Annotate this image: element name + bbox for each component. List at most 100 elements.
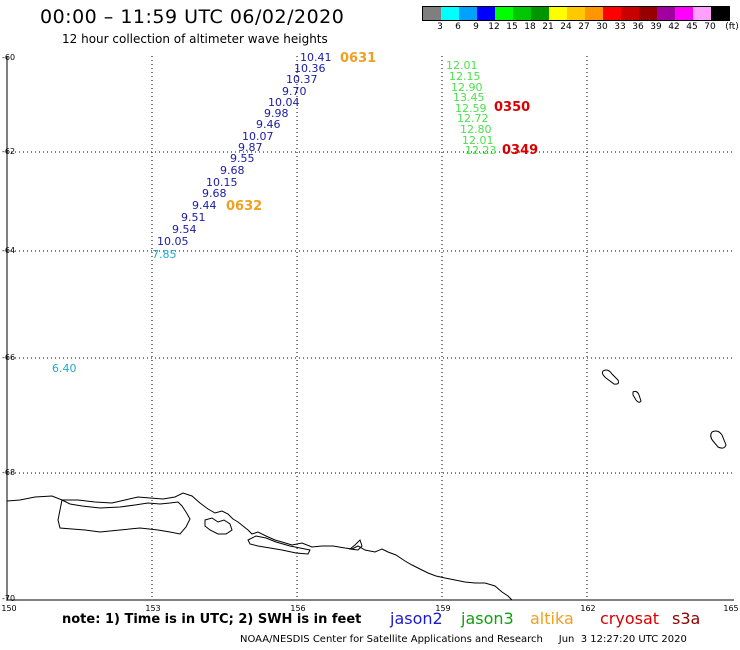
legend-unit: (ft)	[725, 22, 739, 32]
swh-value: 9.68	[202, 187, 227, 200]
lat-label-68: -68	[2, 468, 16, 477]
pass-time-label: 0350	[494, 100, 531, 115]
grid-lines	[7, 56, 734, 600]
legend-swatch	[675, 7, 693, 20]
lon-label-165: 165	[723, 604, 739, 613]
legend-label: 39	[650, 22, 662, 32]
legend-swatch	[621, 7, 639, 20]
swh-value: 9.54	[172, 223, 197, 236]
swh-value: 9.70	[282, 85, 307, 98]
swh-value: 9.87	[238, 141, 263, 154]
legend-swatch	[513, 7, 531, 20]
legend-swatch	[549, 7, 567, 20]
swh-value: 12.90	[451, 81, 483, 94]
swh-value: 9.44	[192, 199, 217, 212]
legend-label: 36	[632, 22, 644, 32]
swh-value: 12.80	[460, 123, 492, 136]
legend-swatch	[711, 7, 729, 20]
lat-label-64: -64	[2, 246, 16, 255]
legend-label: 18	[524, 22, 536, 32]
pass-time-label: 0631	[340, 51, 377, 66]
island-3	[710, 430, 727, 449]
satellite-key-jason3: jason3	[461, 609, 514, 628]
legend-swatch	[495, 7, 513, 20]
swh-value: 7.85	[152, 248, 177, 261]
legend-swatch	[603, 7, 621, 20]
wave-height-color-legend	[422, 6, 730, 21]
satellite-key-cryosat: cryosat	[600, 609, 660, 628]
legend-label: 9	[473, 22, 479, 32]
swh-value: 12.72	[457, 112, 489, 125]
map-title: 00:00 – 11:59 UTC 06/02/2020	[40, 6, 345, 28]
credits-footer: NOAA/NESDIS Center for Satellite Applica…	[240, 634, 687, 645]
lon-label-162: 162	[580, 604, 596, 613]
antarctic-coastline	[6, 492, 513, 601]
coastline-bay-1	[57, 499, 191, 535]
legend-swatch	[459, 7, 477, 20]
lat-label-70: -70	[2, 594, 16, 603]
swh-value: 13.45	[453, 91, 485, 104]
legend-label: 42	[668, 22, 680, 32]
swh-value: 10.04	[268, 96, 300, 109]
swh-value: 9.55	[230, 152, 255, 165]
map-subtitle: 12 hour collection of altimeter wave hei…	[62, 32, 328, 46]
legend-swatch	[477, 7, 495, 20]
swh-value: 12.01	[446, 59, 478, 72]
legend-label: 15	[506, 22, 518, 32]
legend-swatch	[693, 7, 711, 20]
pass-time-label: 0349	[502, 143, 539, 158]
satellite-key-altika: altika	[530, 609, 574, 628]
swh-value: 10.37	[286, 73, 318, 86]
legend-swatch	[585, 7, 603, 20]
legend-swatch	[639, 7, 657, 20]
swh-value: 9.98	[264, 107, 289, 120]
legend-swatch	[441, 7, 459, 20]
swh-value: 10.15	[206, 176, 238, 189]
legend-swatch	[657, 7, 675, 20]
coastline-bay-3	[247, 535, 311, 555]
swh-value: 10.05	[157, 235, 189, 248]
legend-swatch	[531, 7, 549, 20]
legend-labels: 3 6 9 12 15 18 21 24 27 30 33 36 39 42 45 70 (ft)	[422, 22, 740, 34]
island-1	[601, 369, 619, 385]
swh-value: 10.07	[242, 130, 274, 143]
coastline-bay-4	[348, 539, 363, 551]
swh-value: 10.36	[294, 62, 326, 75]
lat-label-60: -60	[2, 53, 16, 62]
swh-value: 12.15	[449, 70, 481, 83]
lon-label-156: 156	[290, 604, 306, 613]
legend-label: 27	[578, 22, 590, 32]
swh-value: 12.23	[465, 144, 497, 157]
legend-swatch	[567, 7, 585, 20]
legend-label: 24	[560, 22, 572, 32]
satellite-key-jason2: jason2	[390, 609, 443, 628]
legend-label: 21	[542, 22, 554, 32]
swh-value: 9.51	[181, 211, 206, 224]
swh-value: 12.01	[462, 134, 494, 147]
swh-value: 9.46	[256, 118, 281, 131]
island-2	[632, 390, 642, 403]
swh-value: 10.41	[300, 51, 332, 64]
footnote: note: 1) Time is in UTC; 2) SWH is in fe…	[62, 612, 362, 627]
lon-label-153: 153	[145, 604, 161, 613]
pass-time-label: 0632	[226, 199, 263, 214]
legend-label: 12	[488, 22, 500, 32]
legend-label: 33	[614, 22, 626, 32]
legend-label: 70	[704, 22, 716, 32]
legend-label: 3	[437, 22, 443, 32]
swh-value: 9.68	[220, 164, 245, 177]
lon-label-150: 150	[1, 604, 17, 613]
coastline-bay-2	[204, 517, 233, 535]
legend-swatch	[423, 7, 441, 20]
lon-label-159: 159	[435, 604, 451, 613]
legend-label: 30	[596, 22, 608, 32]
lat-label-62: -62	[2, 147, 16, 156]
satellite-key-s3a: s3a	[672, 609, 701, 628]
lat-label-66: -66	[2, 353, 16, 362]
legend-label: 45	[686, 22, 698, 32]
legend-label: 6	[455, 22, 461, 32]
swh-value: 12.59	[455, 102, 487, 115]
swh-value: 6.40	[52, 362, 77, 375]
